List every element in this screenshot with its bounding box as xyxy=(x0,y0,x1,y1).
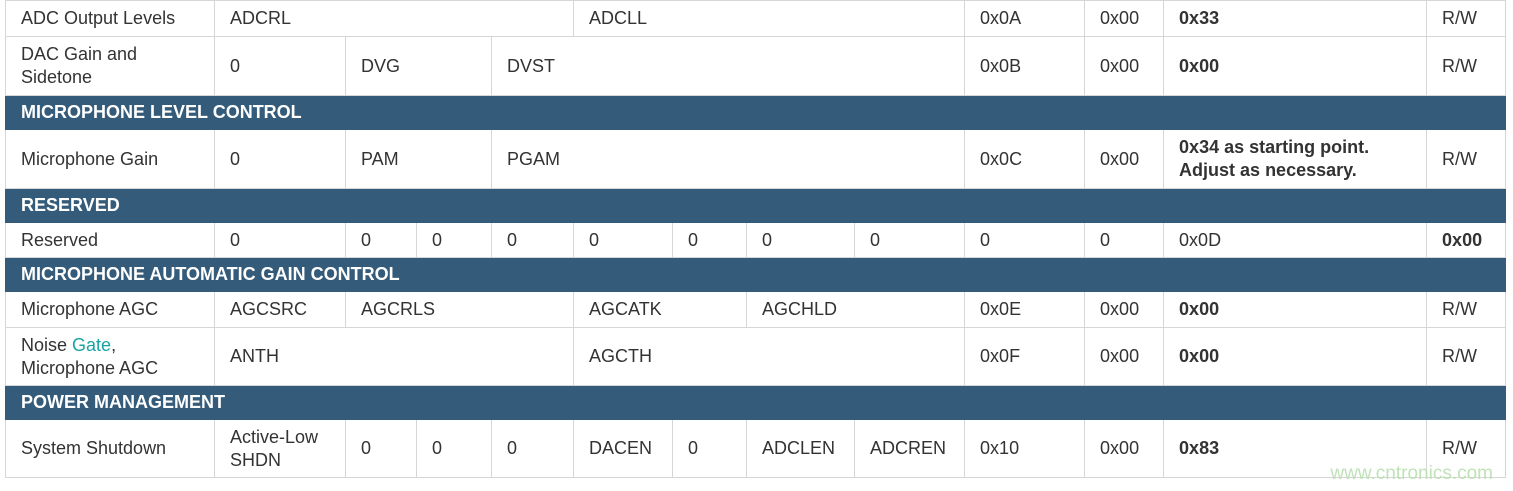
table-cell: AGCATK xyxy=(573,291,748,328)
table-cell: 0x00 xyxy=(1084,327,1165,386)
table-row: DAC Gain and Sidetone 0 DVG DVST 0x0B 0x00 0x0… xyxy=(5,36,1507,96)
table-cell: R/W xyxy=(1426,36,1507,96)
table-cell: 0x0B xyxy=(964,36,1086,96)
table-cell: 0x00 xyxy=(1163,327,1428,386)
table-cell: 0 xyxy=(1084,222,1165,258)
register-name-cell: Reserved xyxy=(5,222,215,258)
register-name-cell: System Shutdown xyxy=(5,419,215,478)
table-cell: DVST xyxy=(490,36,966,96)
table-cell: Active-Low SHDN xyxy=(214,419,346,478)
table-cell: AGCTH xyxy=(573,327,966,386)
table-cell: R/W xyxy=(1426,291,1507,328)
table-row: ADC Output Levels ADCRL ADCLL 0x0A 0x00 0x33 R… xyxy=(5,0,1507,37)
section-header: MICROPHONE LEVEL CONTROL xyxy=(4,95,1507,130)
table-cell: 0 xyxy=(672,419,748,478)
section-title: MICROPHONE LEVEL CONTROL xyxy=(4,95,1507,130)
table-cell: 0x00 xyxy=(1426,222,1507,258)
register-name-cell: Noise Gate, Microphone AGC xyxy=(5,327,215,386)
table-cell: R/W xyxy=(1426,419,1507,478)
table-cell: R/W xyxy=(1426,327,1507,386)
table-cell: 0x00 xyxy=(1163,291,1428,328)
table-cell: 0x0F xyxy=(964,327,1086,386)
table-cell: 0x0E xyxy=(964,291,1086,328)
table-cell: 0x0A xyxy=(964,0,1086,37)
table-cell: ADCREN xyxy=(854,419,966,478)
section-title: MICROPHONE AUTOMATIC GAIN CONTROL xyxy=(4,257,1507,292)
table-cell: R/W xyxy=(1426,129,1507,189)
table-row: Microphone AGC AGCSRC AGCRLS AGCATK AGCHLD 0x… xyxy=(5,291,1507,328)
table-cell: 0 xyxy=(214,222,346,258)
section-title: RESERVED xyxy=(4,188,1507,223)
table-cell: PAM xyxy=(345,129,492,189)
register-table: ADC Output Levels ADCRL ADCLL 0x0A 0x00 0x33 R… xyxy=(4,0,1507,478)
section-header: POWER MANAGEMENT xyxy=(4,385,1507,420)
cell-text: Noise xyxy=(21,334,73,355)
table-cell: 0 xyxy=(345,222,417,258)
table-cell: 0 xyxy=(416,222,492,258)
table-cell: 0x0D xyxy=(1163,222,1428,258)
table-cell: R/W xyxy=(1426,0,1507,37)
table-row: Reserved 0 0 0 0 0 0 0 0 0 0 0x0D 0x00 xyxy=(5,222,1507,258)
table-cell: 0 xyxy=(214,129,346,189)
table-cell: 0x83 xyxy=(1163,419,1428,478)
watermark: www.cntronics.com xyxy=(1330,463,1493,484)
section-title: POWER MANAGEMENT xyxy=(4,385,1507,420)
table-cell: 0 xyxy=(490,222,575,258)
table-cell: 0x00 xyxy=(1084,36,1165,96)
table-cell: 0x10 xyxy=(964,419,1086,478)
table-cell: 0x34 as starting point. Adjust as necess… xyxy=(1163,129,1428,189)
table-cell: 0x00 xyxy=(1084,129,1165,189)
table-cell: AGCRLS xyxy=(344,291,575,328)
table-cell: 0 xyxy=(490,419,575,478)
section-header: MICROPHONE AUTOMATIC GAIN CONTROL xyxy=(4,257,1507,292)
register-name-cell: Microphone Gain xyxy=(5,129,215,189)
table-cell: 0x00 xyxy=(1163,36,1428,96)
table-cell: ADCRL xyxy=(213,0,575,37)
table-cell: DVG xyxy=(345,36,492,96)
table-cell: 0x00 xyxy=(1084,419,1165,478)
table-cell: ADCLEN xyxy=(746,419,856,478)
cell-text: , Microphone AGC xyxy=(21,334,159,378)
table-cell: 0 xyxy=(964,222,1086,258)
table-cell: 0 xyxy=(214,36,346,96)
table-row: Microphone Gain 0 PAM PGAM 0x0C 0x00 0x34 as s… xyxy=(5,129,1507,189)
register-name-cell: ADC Output Levels xyxy=(5,0,215,37)
table-cell: 0x00 xyxy=(1084,291,1165,328)
table-row: System Shutdown Active-Low SHDN 0 0 0 DACEN 0 A… xyxy=(5,419,1507,478)
table-cell: 0 xyxy=(854,222,966,258)
table-cell: 0x33 xyxy=(1163,0,1428,37)
table-cell: 0 xyxy=(746,222,856,258)
table-cell: 0 xyxy=(672,222,748,258)
table-cell: AGCHLD xyxy=(746,291,966,328)
register-name-cell: Microphone AGC xyxy=(5,291,215,328)
gate-link[interactable]: Gate xyxy=(72,334,112,355)
table-cell: AGCSRC xyxy=(214,291,346,328)
table-cell: 0x0C xyxy=(964,129,1086,189)
table-cell: DACEN xyxy=(573,419,674,478)
table-cell: PGAM xyxy=(490,129,966,189)
section-header: RESERVED xyxy=(4,188,1507,223)
table-cell: 0 xyxy=(416,419,492,478)
table-cell: ANTH xyxy=(213,327,575,386)
table-cell: 0 xyxy=(345,419,417,478)
table-cell: ADCLL xyxy=(573,0,966,37)
register-name-cell: DAC Gain and Sidetone xyxy=(5,36,215,96)
table-cell: 0 xyxy=(573,222,674,258)
table-row: Noise Gate, Microphone AGC ANTH AGCTH 0x0F 0… xyxy=(5,327,1507,386)
table-cell: 0x00 xyxy=(1084,0,1165,37)
